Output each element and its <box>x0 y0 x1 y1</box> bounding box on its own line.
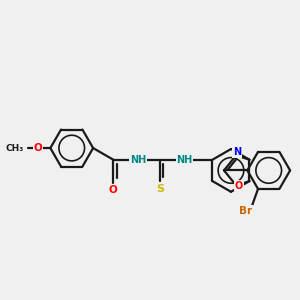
Text: S: S <box>156 184 164 194</box>
Text: N: N <box>233 147 241 158</box>
Text: Br: Br <box>239 206 252 216</box>
Text: NH: NH <box>176 155 193 165</box>
Text: O: O <box>109 185 118 195</box>
Text: O: O <box>33 143 42 153</box>
Text: NH: NH <box>130 155 146 165</box>
Text: O: O <box>235 181 243 190</box>
Text: CH₃: CH₃ <box>6 144 24 153</box>
